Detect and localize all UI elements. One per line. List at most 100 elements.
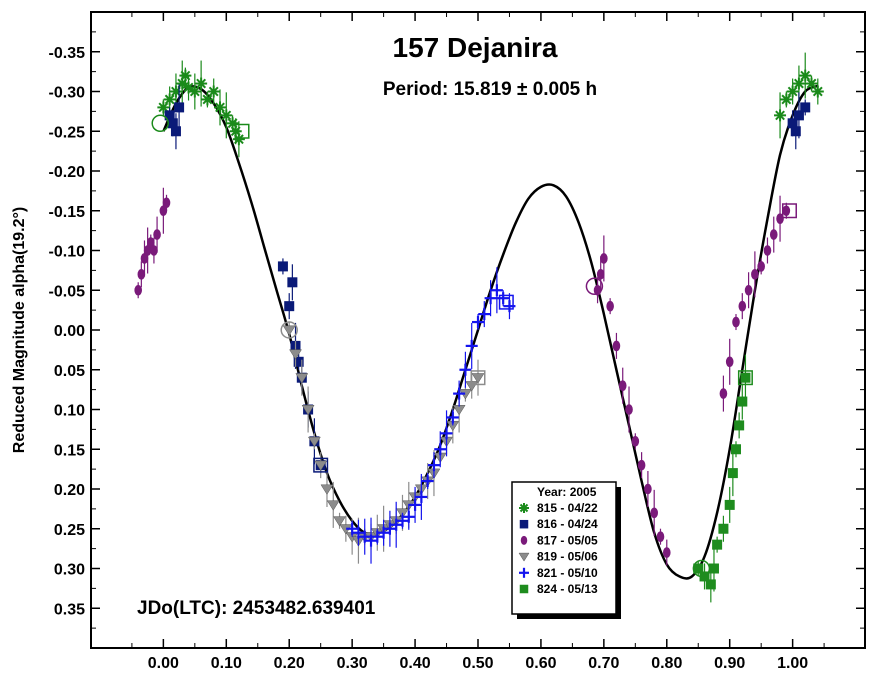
data-point: [596, 269, 605, 280]
x-tick-label: 0.50: [462, 655, 493, 672]
chart-subtitle: Period: 15.819 ± 0.005 h: [383, 79, 597, 100]
asterisk-stroke: [781, 94, 792, 105]
data-point: [162, 197, 171, 209]
data-point: [734, 420, 745, 431]
y-tick-label: -0.20: [49, 164, 86, 181]
data-point: [170, 126, 181, 137]
data-point: [314, 460, 328, 472]
square-shape: [712, 539, 723, 550]
y-tick-label: -0.30: [49, 85, 86, 102]
open-marker: [234, 123, 250, 139]
square-shape: [793, 110, 804, 121]
y-tick-label: -0.35: [49, 45, 86, 62]
data-point: [365, 534, 378, 547]
data-points: [134, 52, 824, 603]
asterisk-stroke: [158, 102, 169, 113]
square-shape: [731, 444, 741, 455]
data-point: [805, 77, 818, 90]
legend-entry: 819 - 05/06: [518, 550, 598, 564]
data-point: [732, 316, 740, 328]
asterisk-stroke: [196, 78, 207, 89]
legend-label: 821 - 05/10: [537, 566, 598, 580]
square-shape: [470, 370, 486, 386]
open-marker: [692, 559, 711, 578]
square-shape: [170, 126, 181, 137]
triangle-shape: [282, 325, 296, 336]
legend-marker: [519, 567, 529, 578]
legend-marker: [519, 503, 529, 513]
y-tick-label: 0.10: [54, 403, 85, 420]
data-point: [320, 484, 334, 495]
data-point: [600, 253, 608, 264]
data-point: [150, 245, 158, 256]
data-point: [157, 101, 170, 114]
asterisk-stroke: [812, 86, 823, 97]
data-point: [415, 490, 428, 503]
diamond-shape: [606, 300, 614, 312]
diamond-shape: [150, 245, 158, 256]
data-point: [719, 388, 728, 399]
data-point: [421, 475, 434, 488]
square-shape: [234, 123, 250, 139]
series-817-05-05: [134, 187, 791, 566]
square-shape: [781, 203, 797, 219]
data-point: [465, 339, 478, 352]
data-point: [182, 81, 195, 94]
diamond-shape: [650, 507, 658, 519]
diamond-shape: [612, 340, 621, 352]
data-point: [738, 300, 747, 312]
open-marker: [470, 370, 486, 386]
data-point: [396, 514, 409, 527]
y-tick-label: 0.15: [54, 442, 85, 459]
x-tick-label: 0.30: [337, 655, 368, 672]
legend-marker: [519, 519, 529, 529]
square-shape: [277, 261, 288, 272]
square-shape: [734, 420, 745, 431]
data-point: [293, 356, 304, 367]
diamond-shape: [757, 261, 765, 272]
data-point: [637, 459, 646, 471]
triangle-shape: [295, 373, 309, 384]
asterisk-stroke: [775, 110, 785, 121]
data-point: [284, 301, 295, 312]
square-shape: [737, 370, 753, 386]
legend-box: [511, 481, 617, 615]
data-point: [780, 93, 793, 106]
diamond-shape: [625, 404, 633, 415]
square-shape: [498, 294, 514, 310]
data-point: [705, 579, 716, 590]
square-shape: [727, 468, 738, 479]
asterisk-stroke: [233, 134, 244, 145]
y-tick-label: -0.10: [49, 244, 86, 261]
data-point: [352, 526, 365, 539]
data-point: [383, 522, 396, 535]
diamond-shape: [725, 356, 734, 368]
epoch-annotation: JDo(LTC): 2453482.639401: [137, 598, 376, 619]
chart-title: 157 Dejanira: [393, 32, 558, 63]
data-point: [232, 133, 245, 146]
circle-shape: [280, 321, 298, 339]
triangle-shape: [301, 405, 315, 416]
legend: Year: 2005 815 - 04/22 816 - 04/24 817 - 0…: [511, 481, 621, 619]
square-shape: [284, 301, 295, 312]
triangle-shape: [471, 373, 485, 384]
data-point: [776, 213, 784, 224]
data-point: [134, 284, 142, 296]
y-tick-label: 0.35: [54, 601, 85, 618]
x-tick-label: 0.00: [148, 655, 179, 672]
diamond-shape: [719, 388, 728, 399]
data-point: [427, 459, 440, 472]
data-point: [377, 526, 390, 539]
square-shape: [724, 499, 735, 510]
data-point: [612, 340, 621, 352]
fit-curve: [162, 84, 819, 580]
asterisk-stroke: [794, 78, 804, 89]
data-point: [712, 539, 723, 550]
data-point: [757, 261, 765, 272]
triangle-shape: [307, 436, 321, 448]
data-point: [153, 229, 161, 240]
data-point: [434, 443, 447, 456]
data-point: [718, 523, 729, 534]
data-point: [799, 69, 812, 82]
open-marker: [151, 114, 169, 133]
